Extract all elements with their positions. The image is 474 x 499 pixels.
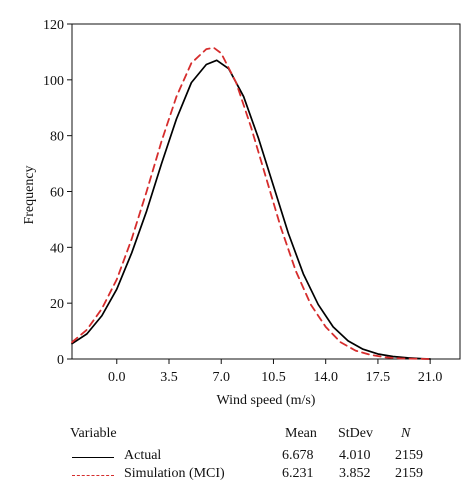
series-layer: [71, 46, 432, 360]
x-tick-label-6: 21.0: [418, 370, 443, 385]
x-tick-label-4: 14.0: [313, 370, 338, 385]
x-tick-label-2: 7.0: [212, 370, 230, 385]
y-tick-label-1: 20: [50, 297, 64, 312]
x-axis-label: Wind speed (m/s): [217, 393, 316, 408]
y-tick-label-0: 0: [57, 353, 64, 368]
x-tick-label-5: 17.5: [366, 370, 391, 385]
y-tick-label-6: 120: [43, 18, 64, 33]
y-tick-label-2: 40: [50, 241, 64, 256]
y-tick-label-4: 80: [50, 130, 64, 145]
x-tick-label-0: 0.0: [108, 370, 126, 385]
x-tick-label-3: 10.5: [261, 370, 286, 385]
series-line-simulation: [71, 46, 432, 360]
x-tick-label-1: 3.5: [160, 370, 178, 385]
y-tick-label-3: 60: [50, 186, 64, 201]
series-line-actual: [71, 59, 431, 360]
y-axis-label: Frequency: [22, 165, 37, 224]
y-tick-label-5: 100: [43, 74, 64, 89]
labels-layer: 0.0 3.5 7.0 10.5 14.0 17.5 21.0 0 20 40 60 80 100 120: [43, 18, 442, 385]
ticks-layer: [67, 23, 431, 364]
plot-frame: [71, 23, 461, 360]
